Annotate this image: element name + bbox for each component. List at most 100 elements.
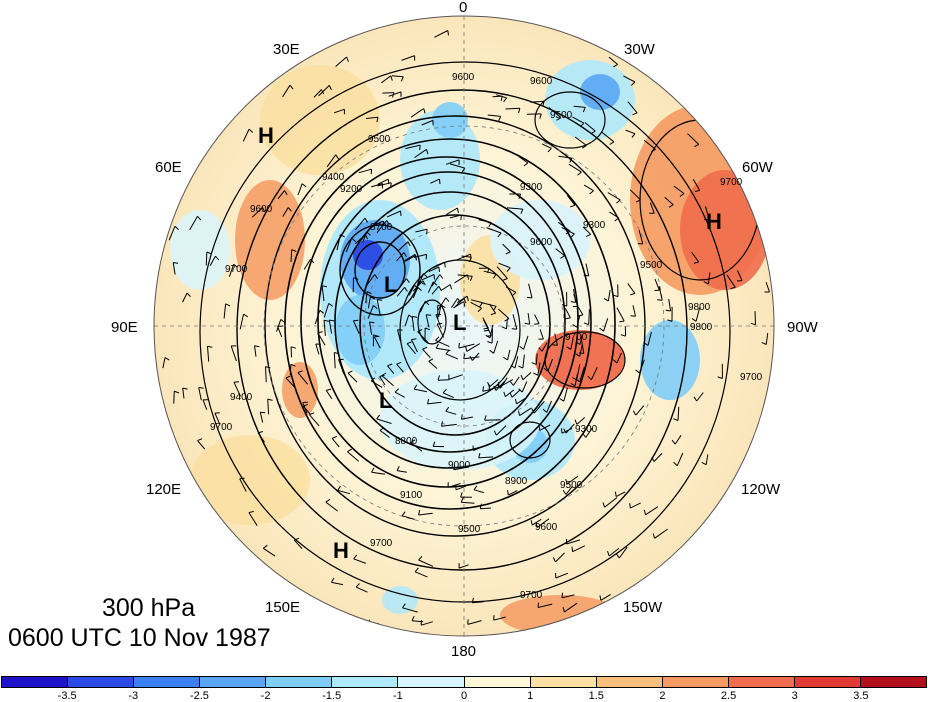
high-pressure-marker: H xyxy=(706,209,722,234)
lon-label-60w: 60W xyxy=(742,159,773,176)
contour-label: 8700 xyxy=(370,222,393,233)
low-pressure-marker: L xyxy=(384,272,397,297)
wind-barb xyxy=(449,214,462,219)
wind-barb-flag xyxy=(206,251,212,255)
wind-barb-flag xyxy=(376,414,381,420)
wind-barb xyxy=(228,264,235,277)
wind-barb xyxy=(404,255,416,262)
wind-barb xyxy=(202,399,208,410)
lon-label-90w: 90W xyxy=(787,319,818,336)
wind-barb xyxy=(576,315,581,328)
wind-barb-flag xyxy=(182,387,188,390)
wind-barb xyxy=(335,56,347,67)
wind-barb-flag xyxy=(371,467,375,473)
wind-barb xyxy=(282,84,291,98)
wind-barb-flag xyxy=(590,130,596,135)
wind-barb-flag xyxy=(509,381,514,386)
wind-barb-flag xyxy=(518,388,523,393)
wind-barb-flag xyxy=(233,263,238,268)
wind-barb-flag xyxy=(563,428,567,434)
wind-barb-flag xyxy=(572,377,577,381)
wind-barb xyxy=(302,405,311,415)
wind-barb xyxy=(707,272,711,284)
wind-barb xyxy=(370,380,383,388)
wind-barb-flag xyxy=(620,334,626,337)
wind-barb xyxy=(537,518,550,528)
contour-label: 9500 xyxy=(458,524,481,535)
wind-barb xyxy=(521,381,528,393)
wind-barb xyxy=(326,154,337,168)
wind-barb-flag xyxy=(364,217,369,223)
contour-label: 9700 xyxy=(370,538,393,549)
wind-barb xyxy=(629,189,641,201)
lon-label-60e: 60E xyxy=(155,159,182,176)
wind-barb-flag xyxy=(390,75,393,81)
wind-barb-flag xyxy=(186,292,191,298)
wind-barb xyxy=(461,501,475,504)
wind-barb-flag xyxy=(539,113,542,119)
wind-barb-flag xyxy=(461,414,463,420)
wind-barb xyxy=(331,437,340,448)
wind-barb xyxy=(442,392,455,399)
wind-barb xyxy=(630,502,641,509)
wind-barb xyxy=(435,314,442,329)
wind-barb xyxy=(579,366,585,382)
wind-barb-flag xyxy=(547,147,552,153)
lon-label-0: 0 xyxy=(459,0,468,16)
wind-barb-flag xyxy=(497,232,502,238)
wind-barb-flag xyxy=(614,217,620,222)
wind-barb-flag xyxy=(565,478,568,485)
wind-barb-flag xyxy=(289,84,294,90)
wind-barb-flag xyxy=(635,369,640,374)
wind-barb-flag xyxy=(577,314,584,317)
wind-barb xyxy=(410,339,418,353)
wind-barb xyxy=(539,424,551,431)
wind-barb xyxy=(632,305,636,317)
wind-barb xyxy=(565,423,575,434)
wind-barb-flag xyxy=(570,204,576,208)
wind-barb xyxy=(428,360,438,369)
wind-barb-flag xyxy=(374,274,379,279)
wind-barb xyxy=(313,89,322,98)
wind-barb-flag xyxy=(694,190,700,192)
wind-barb-flag xyxy=(435,336,440,341)
wind-barb xyxy=(333,352,336,369)
wind-barb-flag xyxy=(483,329,489,332)
wind-barb xyxy=(285,377,297,390)
low-pressure-marker: L xyxy=(379,388,392,413)
wind-barb-flag xyxy=(574,419,578,425)
wind-barb xyxy=(387,365,395,375)
wind-barb-flag xyxy=(447,30,449,36)
wind-barb xyxy=(470,301,482,309)
wind-barb xyxy=(189,216,198,231)
wind-barb xyxy=(418,559,434,567)
wind-barb-flag xyxy=(552,344,558,346)
contour-label: 9500 xyxy=(640,260,663,271)
wind-barb xyxy=(572,545,586,553)
colorbar-tick-label: -1 xyxy=(392,690,403,702)
wind-barb-flag xyxy=(425,254,428,260)
wind-barb xyxy=(765,282,770,293)
wind-barb-flag xyxy=(630,292,636,296)
wind-barb xyxy=(408,284,416,296)
wind-barb-flag xyxy=(560,255,565,259)
wind-barb xyxy=(365,116,379,119)
wind-barb-flag xyxy=(471,597,474,603)
wind-barb xyxy=(537,603,553,608)
wind-barb xyxy=(585,263,590,277)
colorbar-tick-label: 2 xyxy=(659,690,666,702)
wind-barb xyxy=(242,128,250,142)
wind-barb-flag xyxy=(239,477,245,480)
colorbar-swatch xyxy=(2,677,69,687)
wind-barb-flag xyxy=(419,280,425,285)
wind-barb-flag xyxy=(599,327,604,332)
wind-barb xyxy=(431,285,440,295)
wind-barb-flag xyxy=(730,286,736,290)
wind-barb xyxy=(347,372,358,383)
contour-label: 9500 xyxy=(550,110,573,121)
wind-barb xyxy=(565,485,573,495)
wind-barb-flag xyxy=(328,85,332,91)
wind-barb-flag xyxy=(479,302,483,308)
wind-barb xyxy=(576,364,581,381)
wind-barb xyxy=(482,317,489,329)
